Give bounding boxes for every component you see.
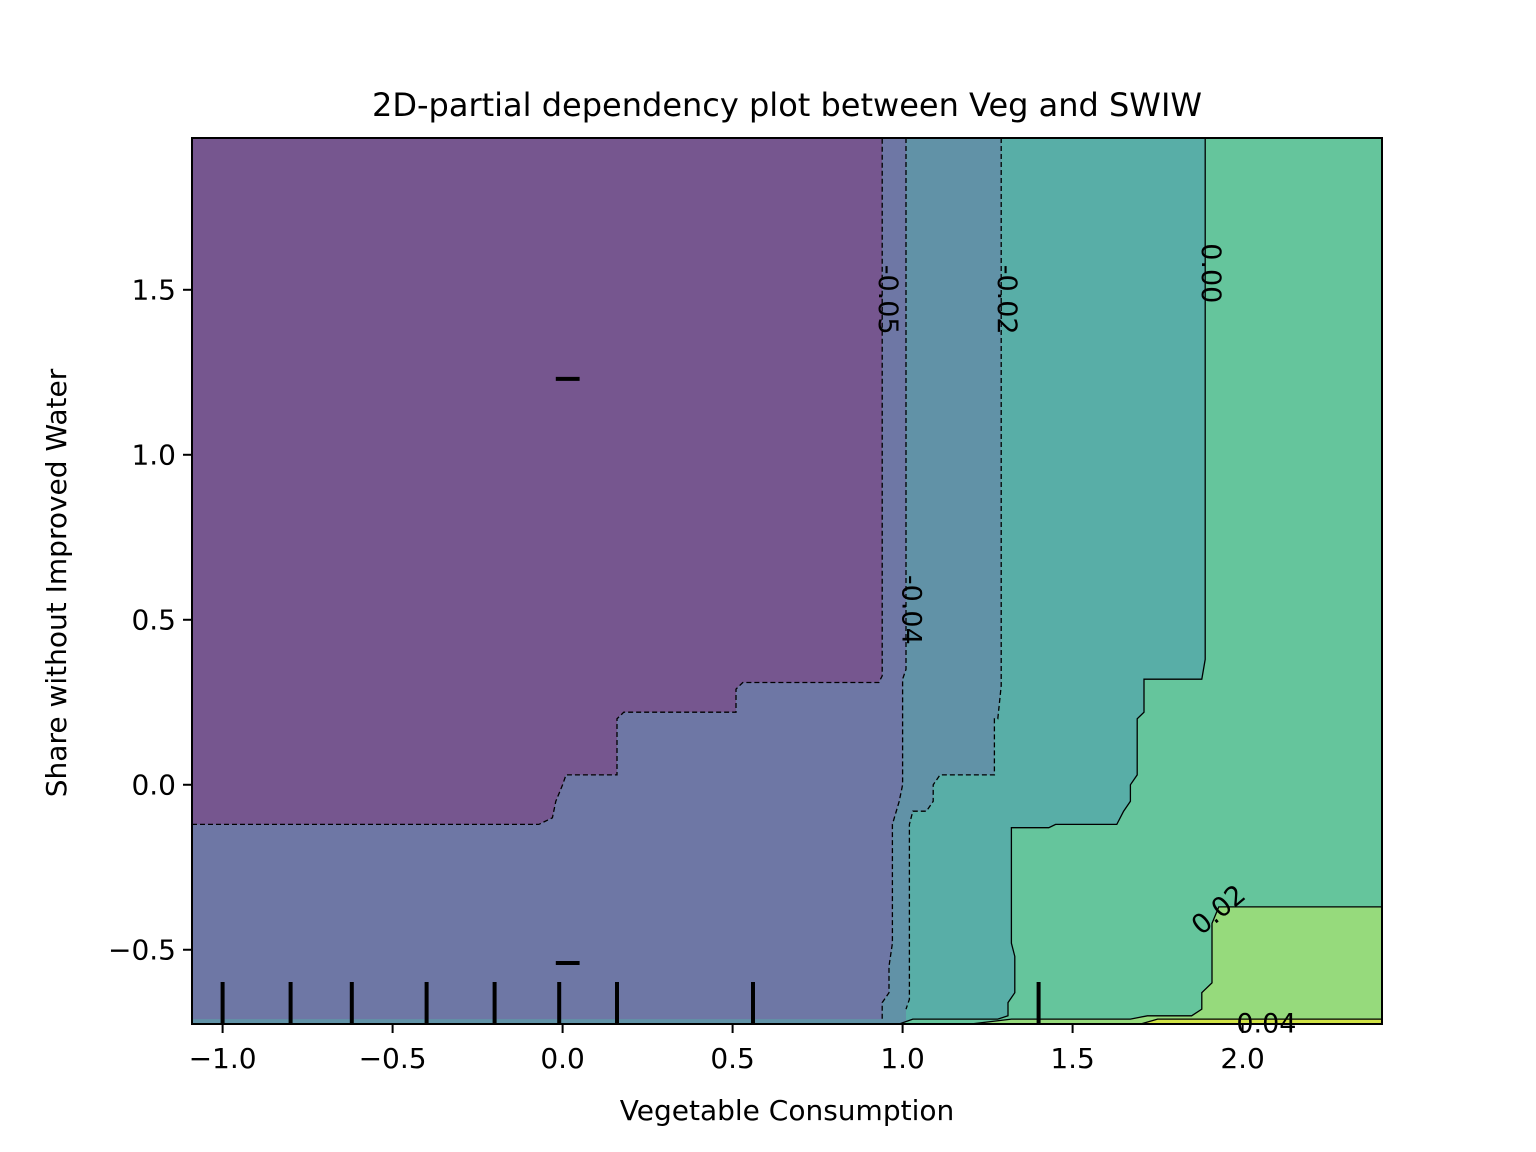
region-band_gt_004 bbox=[1140, 1019, 1382, 1024]
x-tick-label: 1.5 bbox=[1050, 1042, 1095, 1075]
x-tick-label: −1.0 bbox=[189, 1042, 257, 1075]
x-tick-label: 1.0 bbox=[880, 1042, 925, 1075]
filled-contour-regions bbox=[192, 138, 1382, 1024]
decile-rug-marks bbox=[220, 376, 1041, 1024]
plot-frame bbox=[191, 137, 1383, 1025]
contour-label--0.05: -0.05 bbox=[872, 265, 903, 335]
contour-line--0.05 bbox=[192, 138, 883, 826]
contour-line-0.04 bbox=[1140, 1018, 1382, 1024]
x-tick-label: −0.5 bbox=[359, 1042, 427, 1075]
y-axis-ticks: −0.5 0.0 0.5 1.0 1.5 bbox=[108, 273, 192, 966]
contour-label-0.00: 0.00 bbox=[1195, 243, 1226, 303]
contour-line-0.00 bbox=[898, 138, 1206, 1024]
region-band_000_002 bbox=[899, 138, 1382, 1024]
contour-label--0.04: -0.04 bbox=[896, 575, 927, 645]
chart-title: 2D-partial dependency plot between Veg a… bbox=[372, 86, 1202, 124]
contour-line--0.04 bbox=[881, 138, 907, 1020]
x-tick-label: 0.0 bbox=[540, 1042, 585, 1075]
y-tick-label: −0.5 bbox=[108, 933, 176, 966]
contour-lines bbox=[192, 138, 1382, 1024]
contour-label--0.02: -0.02 bbox=[991, 265, 1022, 335]
y-tick-label: 0.0 bbox=[131, 768, 176, 801]
x-axis-ticks: −1.0 −0.5 0.0 0.5 1.0 1.5 2.0 bbox=[189, 1024, 1265, 1075]
contour-line--0.02 bbox=[905, 138, 1002, 1010]
x-axis-label: Vegetable Consumption bbox=[620, 1094, 954, 1127]
y-axis-label: Share without Improved Water bbox=[40, 368, 73, 797]
y-tick-label: 1.5 bbox=[131, 273, 176, 306]
contour-line-0.02 bbox=[970, 906, 1382, 1024]
y-tick-label: 1.0 bbox=[131, 438, 176, 471]
x-tick-label: 0.5 bbox=[710, 1042, 755, 1075]
y-tick-label: 0.5 bbox=[131, 603, 176, 636]
x-tick-label: 2.0 bbox=[1220, 1042, 1265, 1075]
region-band_002_004 bbox=[970, 906, 1382, 1024]
region-band_m005_m004 bbox=[192, 138, 906, 1020]
